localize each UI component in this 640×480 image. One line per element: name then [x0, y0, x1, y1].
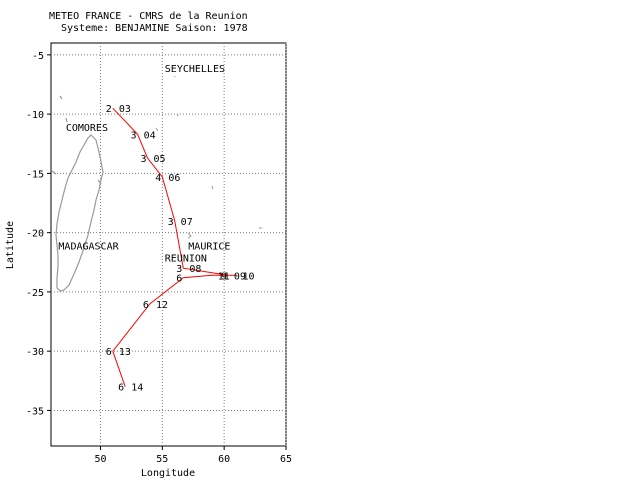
track-day-label: 13: [119, 347, 131, 358]
place-label: SEYCHELLES: [165, 64, 225, 75]
x-tick-label: 60: [218, 454, 230, 465]
track-day-label: 11: [218, 271, 230, 282]
track-intensity-label: 3: [140, 154, 146, 165]
track-day-label: 12: [156, 300, 168, 311]
y-tick-label: -20: [26, 229, 44, 240]
track-day-label: 07: [181, 217, 193, 228]
track-intensity-label: 3: [176, 264, 182, 275]
track-day-label: 08: [189, 264, 201, 275]
place-label: MADAGASCAR: [58, 242, 119, 253]
header-line-2: Systeme: BENJAMINE Saison: 1978: [61, 23, 248, 34]
y-tick-label: -15: [26, 169, 44, 180]
track-intensity-label: 6: [106, 347, 112, 358]
track-intensity-label: 3: [131, 130, 137, 141]
x-axis: 50 55 60 65: [94, 446, 292, 465]
place-label: REUNION: [165, 254, 207, 265]
track-intensity-label: 6: [143, 300, 149, 311]
place-label: MAURICE: [188, 242, 230, 253]
x-tick-label: 50: [94, 454, 106, 465]
header-line-1: METEO FRANCE - CMRS de la Reunion: [49, 11, 248, 22]
track-day-label: 09: [234, 271, 246, 282]
track-intensity-label: 9: [221, 271, 227, 282]
x-axis-label: Longitude: [141, 468, 195, 479]
y-tick-label: -35: [26, 406, 44, 417]
x-tick-label: 55: [156, 454, 168, 465]
coastline-islands: [155, 76, 262, 239]
track-intensity-label: 3: [168, 217, 174, 228]
track-day-label: 14: [131, 383, 143, 394]
y-axis: -5 -10 -15 -20 -25 -30 -35: [26, 51, 51, 417]
track-day-label: 06: [168, 173, 180, 184]
y-tick-label: -25: [26, 288, 44, 299]
track-day-label: 03: [119, 104, 131, 115]
track-intensity-label: 2: [106, 104, 112, 115]
place-labels: SEYCHELLES COMORES MADAGASCAR MAURICEREUNIO…: [58, 64, 230, 265]
place-label: COMORES: [66, 123, 108, 134]
y-tick-label: -10: [26, 110, 44, 121]
track-day-label: 10: [243, 271, 255, 282]
track-day-label: 05: [153, 154, 165, 165]
x-tick-label: 65: [280, 454, 292, 465]
y-axis-label: Latitude: [5, 221, 16, 269]
grid-lines: [51, 43, 287, 446]
track-day-label: 04: [144, 130, 156, 141]
coastline-madagascar: [51, 95, 104, 292]
cyclone-track-line: [112, 107, 237, 387]
track-intensity-label: 4: [155, 173, 161, 184]
track-intensity-label: 6: [176, 274, 182, 285]
track-intensity-label: 6: [118, 383, 124, 394]
y-tick-label: -30: [26, 347, 44, 358]
y-tick-label: -5: [32, 51, 44, 62]
